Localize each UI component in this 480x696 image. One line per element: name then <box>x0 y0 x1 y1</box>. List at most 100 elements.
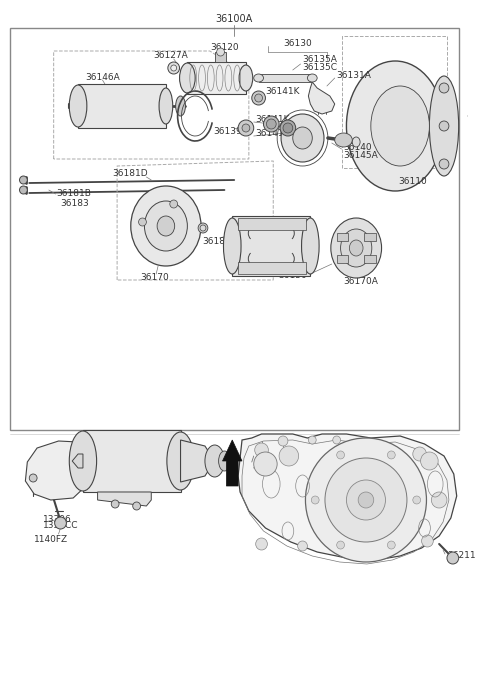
Text: 36140: 36140 <box>344 143 372 152</box>
Circle shape <box>238 120 254 136</box>
Circle shape <box>325 458 407 542</box>
Circle shape <box>255 443 268 457</box>
Text: 36127A: 36127A <box>154 51 188 59</box>
Circle shape <box>168 62 180 74</box>
Circle shape <box>413 447 426 461</box>
Bar <box>259 74 312 82</box>
Text: 36139: 36139 <box>213 127 242 136</box>
Ellipse shape <box>301 218 319 274</box>
Circle shape <box>336 451 345 459</box>
Circle shape <box>29 474 37 482</box>
Ellipse shape <box>205 445 225 477</box>
Text: 36145A: 36145A <box>344 152 378 161</box>
Polygon shape <box>25 441 86 500</box>
Text: 36141K: 36141K <box>265 88 300 97</box>
Bar <box>232 216 311 276</box>
Ellipse shape <box>281 114 324 162</box>
Bar <box>238 218 306 230</box>
Circle shape <box>336 541 345 549</box>
Circle shape <box>420 452 438 470</box>
Ellipse shape <box>131 186 201 266</box>
Text: 36120: 36120 <box>210 43 239 52</box>
Bar <box>336 255 348 263</box>
Ellipse shape <box>218 451 230 471</box>
Circle shape <box>242 124 250 132</box>
Text: 36100A: 36100A <box>216 14 253 24</box>
Text: 36170: 36170 <box>140 274 168 283</box>
Text: 36146A: 36146A <box>85 72 120 81</box>
Text: 36110: 36110 <box>398 177 427 187</box>
Circle shape <box>139 218 146 226</box>
Circle shape <box>264 116 279 132</box>
Bar <box>187 62 246 94</box>
Text: 36110B: 36110B <box>95 443 130 452</box>
Text: 36141K: 36141K <box>256 115 290 123</box>
Circle shape <box>387 541 395 549</box>
Circle shape <box>111 500 119 508</box>
Circle shape <box>255 94 263 102</box>
Circle shape <box>298 541 307 551</box>
Text: 36181D: 36181D <box>112 170 148 178</box>
Circle shape <box>200 225 206 231</box>
Polygon shape <box>308 82 335 114</box>
Circle shape <box>280 120 296 136</box>
Circle shape <box>198 223 208 233</box>
Ellipse shape <box>349 240 363 256</box>
Ellipse shape <box>69 85 87 127</box>
Circle shape <box>305 438 426 562</box>
Circle shape <box>447 552 459 564</box>
Polygon shape <box>180 440 215 482</box>
Circle shape <box>133 502 141 510</box>
Ellipse shape <box>224 218 241 274</box>
Bar <box>10 28 459 430</box>
Ellipse shape <box>159 88 173 124</box>
Circle shape <box>439 121 449 131</box>
Ellipse shape <box>352 137 360 147</box>
Ellipse shape <box>293 127 312 149</box>
Circle shape <box>55 517 66 529</box>
Circle shape <box>312 496 319 504</box>
Text: 36131A: 36131A <box>336 70 372 79</box>
Text: 36181B: 36181B <box>57 189 92 198</box>
Ellipse shape <box>69 431 96 491</box>
Ellipse shape <box>335 133 352 147</box>
Polygon shape <box>238 434 456 560</box>
Circle shape <box>254 452 277 476</box>
Ellipse shape <box>144 201 187 251</box>
Circle shape <box>421 535 433 547</box>
Ellipse shape <box>331 218 382 278</box>
Ellipse shape <box>430 76 459 176</box>
Circle shape <box>20 176 27 184</box>
Text: 36183: 36183 <box>60 198 89 207</box>
Ellipse shape <box>239 65 253 91</box>
Ellipse shape <box>307 74 317 82</box>
Bar <box>336 232 348 241</box>
Circle shape <box>478 114 480 124</box>
Text: 36135C: 36135C <box>302 63 337 72</box>
Ellipse shape <box>254 74 264 82</box>
Polygon shape <box>72 454 83 468</box>
Text: 36150: 36150 <box>278 271 307 280</box>
Text: 36130: 36130 <box>283 38 312 47</box>
Ellipse shape <box>341 229 372 267</box>
Text: 13396: 13396 <box>43 514 72 523</box>
Polygon shape <box>223 440 242 486</box>
Text: 36141K: 36141K <box>256 129 290 138</box>
Text: 1140FZ: 1140FZ <box>34 535 68 544</box>
Bar <box>215 52 227 62</box>
Bar <box>364 255 376 263</box>
Circle shape <box>439 159 449 169</box>
Circle shape <box>308 436 316 444</box>
Circle shape <box>266 119 276 129</box>
Circle shape <box>252 91 265 105</box>
Ellipse shape <box>371 86 430 166</box>
Circle shape <box>283 123 293 133</box>
Text: 36182: 36182 <box>203 237 231 246</box>
Text: 36170A: 36170A <box>344 276 379 285</box>
Circle shape <box>256 538 267 550</box>
Circle shape <box>20 186 27 194</box>
Bar <box>238 262 306 274</box>
Circle shape <box>439 83 449 93</box>
Circle shape <box>347 480 385 520</box>
Circle shape <box>413 496 420 504</box>
